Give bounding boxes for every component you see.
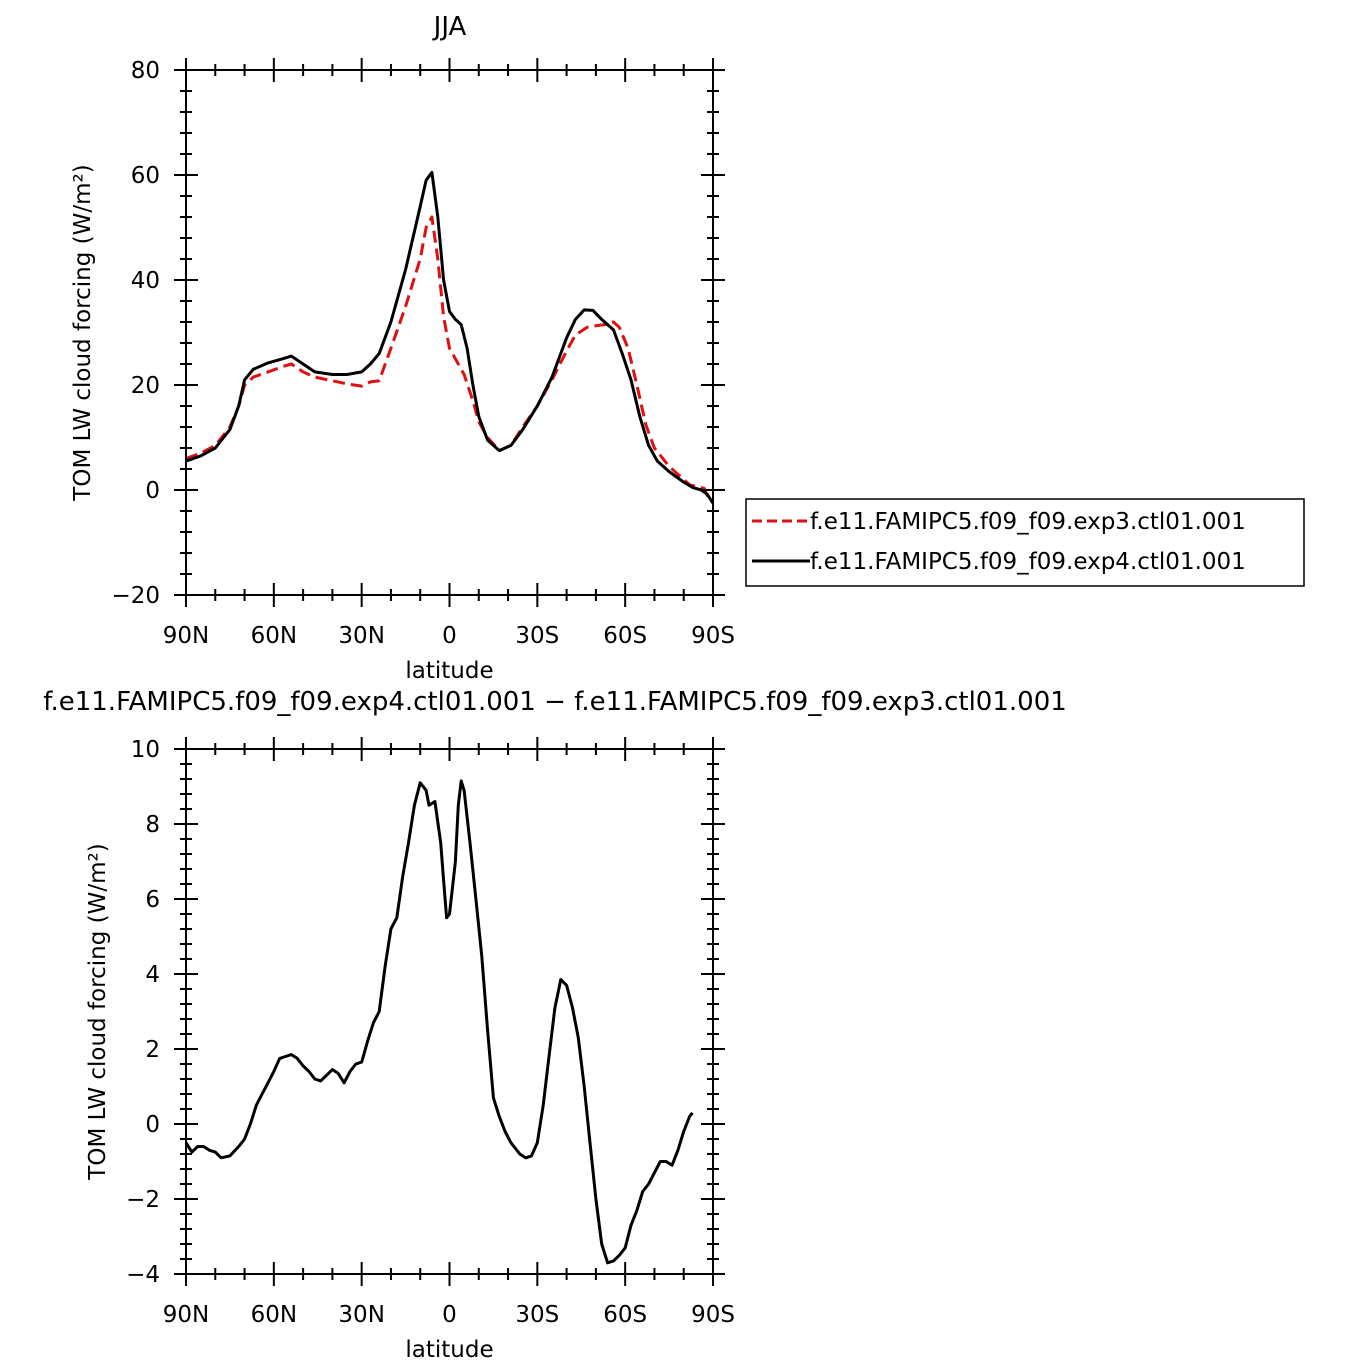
y-tick-label: 8	[145, 812, 160, 838]
x-tick-label: 60N	[251, 623, 297, 649]
x-tick-label: 90S	[691, 1302, 735, 1328]
y-tick-label: 6	[145, 887, 160, 913]
x-tick-label: 60N	[251, 1302, 297, 1328]
chart-1: JJA 90N 60N 30N 0 30S 60S 90S −20 0 20 40 60 80 latitu…	[70, 12, 1305, 684]
x-axis-label: latitude	[405, 658, 493, 684]
y-tick-label: 4	[145, 962, 160, 988]
y-tick-label: −20	[111, 583, 160, 609]
y-tick-label: −4	[126, 1262, 160, 1288]
series-line-1	[185, 215, 715, 505]
x-tick-label: 90N	[163, 1302, 209, 1328]
y-tick-label: −2	[126, 1187, 160, 1213]
y-tick-label: 10	[131, 737, 160, 763]
chart-2: f.e11.FAMIPC5.f09_f09.exp4.ctl01.001 − f…	[43, 687, 1067, 1363]
plot-frame	[185, 748, 714, 1275]
series-line-2	[185, 170, 715, 504]
chart-title: JJA	[432, 12, 467, 42]
y-tick-label: 20	[131, 373, 160, 399]
x-tick-label: 30N	[338, 1302, 384, 1328]
y-tick-label: 2	[145, 1037, 160, 1063]
y-tick-label: 60	[131, 163, 160, 189]
x-tick-label: 60S	[603, 1302, 647, 1328]
y-tick-label: 0	[145, 478, 160, 504]
y-axis-label: TOM LW cloud forcing (W/m²)	[70, 164, 96, 501]
x-tick-label: 90S	[691, 623, 735, 649]
y-axis-label: TOM LW cloud forcing (W/m²)	[85, 843, 111, 1180]
x-tick-label: 90N	[163, 623, 209, 649]
x-tick-label: 0	[442, 1302, 457, 1328]
legend-label-1: f.e11.FAMIPC5.f09_f09.exp3.ctl01.001	[810, 509, 1246, 535]
x-tick-label: 30S	[515, 623, 559, 649]
legend-box	[745, 498, 1305, 587]
legend: f.e11.FAMIPC5.f09_f09.exp3.ctl01.001 f.e1…	[745, 498, 1305, 587]
x-tick-label: 60S	[603, 623, 647, 649]
x-tick-label: 30N	[338, 623, 384, 649]
y-tick-label: 40	[131, 268, 160, 294]
legend-label-2: f.e11.FAMIPC5.f09_f09.exp4.ctl01.001	[810, 549, 1246, 575]
series-line-1	[184, 779, 694, 1265]
y-tick-label: 0	[145, 1112, 160, 1138]
x-tick-label: 30S	[515, 1302, 559, 1328]
x-axis-label: latitude	[405, 1337, 493, 1363]
x-tick-label: 0	[442, 623, 457, 649]
chart-title: f.e11.FAMIPC5.f09_f09.exp4.ctl01.001 − f…	[43, 687, 1067, 717]
plot-frame	[185, 69, 714, 596]
y-tick-label: 80	[131, 58, 160, 84]
